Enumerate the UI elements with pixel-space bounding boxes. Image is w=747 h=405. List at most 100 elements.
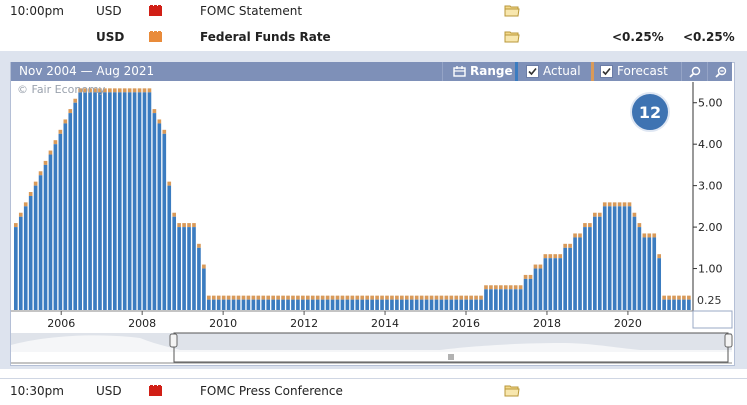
actual-bar[interactable]: [370, 299, 374, 310]
forecast-bar[interactable]: [429, 295, 434, 300]
forecast-bar[interactable]: [414, 295, 419, 300]
forecast-bar[interactable]: [305, 295, 310, 300]
event-row-federal-funds-rate[interactable]: USD Federal Funds Rate <0.25% <0.25%: [0, 26, 747, 50]
actual-bar[interactable]: [256, 299, 261, 310]
forecast-bar[interactable]: [286, 295, 290, 300]
forecast-bar[interactable]: [677, 295, 681, 300]
forecast-bar[interactable]: [563, 243, 567, 248]
forecast-bar[interactable]: [360, 295, 365, 300]
forecast-bar[interactable]: [647, 233, 652, 238]
forecast-bar[interactable]: [122, 88, 127, 93]
actual-bar[interactable]: [63, 123, 68, 310]
actual-bar[interactable]: [83, 92, 87, 310]
forecast-bar[interactable]: [503, 285, 508, 290]
forecast-bar[interactable]: [216, 295, 221, 300]
forecast-bar[interactable]: [266, 295, 271, 300]
actual-bar[interactable]: [48, 154, 53, 310]
forecast-bar[interactable]: [449, 295, 454, 300]
actual-bar[interactable]: [429, 299, 434, 310]
actual-bar[interactable]: [211, 299, 216, 310]
forecast-bar[interactable]: [58, 129, 63, 134]
actual-bar[interactable]: [568, 247, 572, 310]
actual-bar[interactable]: [197, 247, 201, 310]
actual-bar[interactable]: [409, 299, 414, 310]
forecast-bar[interactable]: [236, 295, 241, 300]
actual-bar[interactable]: [172, 216, 177, 310]
actual-bar[interactable]: [320, 299, 325, 310]
impact-high-icon[interactable]: [149, 385, 162, 396]
forecast-bar[interactable]: [320, 295, 325, 300]
forecast-bar[interactable]: [137, 88, 142, 93]
actual-bar[interactable]: [305, 299, 310, 310]
actual-bar[interactable]: [459, 299, 464, 310]
forecast-bar[interactable]: [330, 295, 335, 300]
impact-high-icon[interactable]: [149, 5, 162, 16]
forecast-bar[interactable]: [271, 295, 275, 300]
actual-bar[interactable]: [494, 289, 498, 310]
actual-bar[interactable]: [28, 196, 33, 310]
forecast-bar[interactable]: [637, 223, 642, 228]
forecast-bar[interactable]: [355, 295, 360, 300]
forecast-bar[interactable]: [117, 88, 122, 93]
forecast-bar[interactable]: [197, 243, 201, 248]
actual-bar[interactable]: [93, 92, 97, 310]
actual-bar[interactable]: [380, 299, 384, 310]
forecast-bar[interactable]: [553, 254, 558, 259]
actual-bar[interactable]: [177, 227, 181, 310]
actual-bar[interactable]: [489, 289, 493, 310]
actual-bar[interactable]: [261, 299, 266, 310]
actual-bar[interactable]: [508, 289, 513, 310]
actual-bar[interactable]: [687, 299, 691, 310]
forecast-bar[interactable]: [543, 254, 548, 259]
actual-bar[interactable]: [573, 237, 577, 310]
actual-bar[interactable]: [291, 299, 295, 310]
forecast-bar[interactable]: [202, 264, 206, 269]
forecast-bar[interactable]: [281, 295, 285, 300]
actual-bar[interactable]: [474, 299, 478, 310]
actual-bar[interactable]: [479, 299, 483, 310]
actual-bar[interactable]: [518, 289, 523, 310]
forecast-bar[interactable]: [409, 295, 414, 300]
forecast-bar[interactable]: [78, 88, 82, 93]
actual-bar[interactable]: [335, 299, 340, 310]
actual-toggle[interactable]: Actual: [515, 62, 593, 81]
forecast-bar[interactable]: [400, 295, 404, 300]
forecast-bar[interactable]: [211, 295, 216, 300]
forecast-bar[interactable]: [132, 88, 137, 93]
forecast-bar[interactable]: [221, 295, 226, 300]
actual-bar[interactable]: [103, 92, 107, 310]
actual-bar[interactable]: [375, 299, 379, 310]
forecast-bar[interactable]: [340, 295, 345, 300]
actual-bar[interactable]: [622, 206, 627, 310]
actual-bar[interactable]: [315, 299, 320, 310]
forecast-bar[interactable]: [48, 150, 53, 155]
actual-bar[interactable]: [108, 92, 112, 310]
actual-bar[interactable]: [672, 299, 676, 310]
actual-bar[interactable]: [122, 92, 127, 310]
actual-bar[interactable]: [652, 237, 657, 310]
forecast-bar[interactable]: [276, 295, 280, 300]
actual-bar[interactable]: [434, 299, 439, 310]
forecast-bar[interactable]: [682, 295, 686, 300]
actual-bar[interactable]: [152, 113, 157, 310]
forecast-bar[interactable]: [301, 295, 305, 300]
actual-bar[interactable]: [593, 216, 597, 310]
actual-bar[interactable]: [221, 299, 226, 310]
forecast-bar[interactable]: [310, 295, 315, 300]
actual-bar[interactable]: [98, 92, 102, 310]
actual-checkbox[interactable]: [526, 65, 539, 78]
actual-bar[interactable]: [395, 299, 399, 310]
event-title[interactable]: Federal Funds Rate: [200, 30, 331, 44]
forecast-bar[interactable]: [192, 223, 196, 228]
event-row-fomc-press-conference[interactable]: 10:30pm USD FOMC Press Conference: [0, 378, 747, 405]
actual-bar[interactable]: [682, 299, 686, 310]
forecast-bar[interactable]: [261, 295, 266, 300]
actual-bar[interactable]: [498, 289, 503, 310]
event-title[interactable]: FOMC Statement: [200, 4, 303, 18]
actual-bar[interactable]: [58, 133, 63, 310]
actual-bar[interactable]: [68, 113, 73, 310]
forecast-bar[interactable]: [63, 119, 68, 124]
forecast-bar[interactable]: [434, 295, 439, 300]
forecast-bar[interactable]: [241, 295, 246, 300]
event-row-fomc-statement[interactable]: 10:00pm USD FOMC Statement: [0, 0, 747, 24]
